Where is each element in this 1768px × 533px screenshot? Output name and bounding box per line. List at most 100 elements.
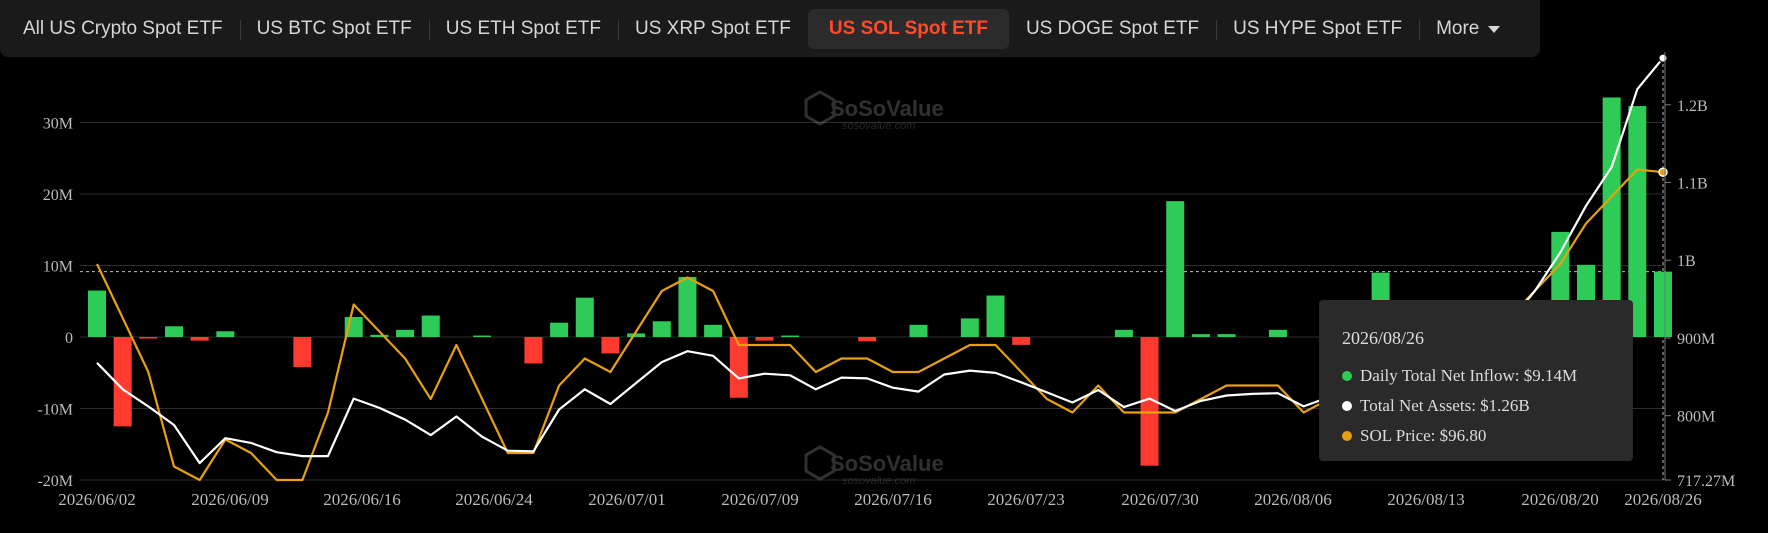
inflow-bar (1602, 97, 1621, 337)
etf-tab-bar: All US Crypto Spot ETF US BTC Spot ETF U… (0, 0, 1540, 57)
tooltip-inflow: Daily Total Net Inflow: $9.14M (1360, 366, 1578, 385)
chart-tooltip: 2026/08/26 Daily Total Net Inflow: $9.14… (1319, 300, 1633, 461)
inflow-bar (652, 321, 671, 337)
y-left-tick-label: 0 (65, 330, 73, 347)
inflow-bar (396, 329, 415, 337)
y-right-tick-label: 900M (1677, 331, 1715, 348)
tab-us-xrp[interactable]: US XRP Spot ETF (618, 9, 808, 49)
inflow-bar (421, 315, 440, 337)
y-right-tick-label: 1.1B (1677, 176, 1708, 193)
inflow-bar (1012, 337, 1031, 345)
inflow-bar (1191, 334, 1210, 337)
inflow-bar (704, 324, 723, 337)
tab-label: US HYPE Spot ETF (1233, 17, 1403, 39)
inflow-bar (729, 337, 748, 398)
watermark-brand: SoSoValue (830, 451, 944, 476)
tab-label: US SOL Spot ETF (828, 17, 988, 39)
inflow-bar (1217, 334, 1236, 337)
inflow-bar (627, 333, 646, 337)
y-right-tick-label: 717.27M (1677, 473, 1735, 490)
inflow-bar (1166, 201, 1185, 337)
x-tick-label: 2026/06/09 (191, 490, 268, 509)
assets-dot-icon (1342, 401, 1352, 411)
inflow-bar (575, 297, 594, 337)
inflow-bar (755, 337, 774, 341)
sosovalue-logo-icon (804, 445, 836, 481)
tab-label: All US Crypto Spot ETF (23, 17, 223, 39)
inflow-bar (370, 334, 389, 337)
x-tick-label: 2026/06/24 (455, 490, 533, 509)
tooltip-price-row: SOL Price: $96.80 (1342, 426, 1486, 446)
y-right-tick-label: 800M (1677, 409, 1715, 426)
inflow-dot-icon (1342, 371, 1352, 381)
watermark-url: sosovalue.com (842, 475, 915, 487)
x-tick-label: 2026/08/06 (1254, 490, 1331, 509)
y-left-tick-label: 30M (43, 116, 73, 133)
x-tick-label: 2026/07/16 (854, 490, 931, 509)
inflow-bar (1654, 271, 1672, 337)
x-tick-label: 2026/07/09 (721, 490, 798, 509)
inflow-bar (1114, 329, 1133, 337)
inflow-bar (113, 337, 132, 427)
tab-us-sol[interactable]: US SOL Spot ETF (807, 8, 1009, 49)
inflow-bar (165, 326, 184, 337)
tab-label: US DOGE Spot ETF (1025, 17, 1200, 39)
sosovalue-logo-icon (804, 90, 836, 126)
y-left-tick-label: -20M (37, 473, 73, 490)
inflow-bar (909, 324, 928, 337)
tab-label: US ETH Spot ETF (445, 17, 601, 39)
price-dot-icon (1342, 431, 1352, 441)
inflow-bar (139, 337, 158, 339)
watermark-brand: SoSoValue (830, 96, 944, 121)
inflow-bar (524, 337, 543, 364)
x-tick-label: 2026/08/20 (1521, 490, 1598, 509)
inflow-bar (1140, 337, 1159, 466)
y-right-tick-label: 1B (1677, 253, 1696, 270)
x-tick-label: 2026/07/23 (987, 490, 1064, 509)
inflow-bar (473, 335, 492, 338)
inflow-bar (293, 337, 312, 368)
more-label: More (1436, 17, 1480, 39)
net-assets-marker (1658, 53, 1668, 63)
sol-price-marker (1658, 167, 1668, 177)
tab-label: US BTC Spot ETF (256, 17, 412, 39)
y-right-tick-label: 1.2B (1677, 98, 1708, 115)
tab-us-eth[interactable]: US ETH Spot ETF (429, 9, 620, 49)
watermark-url: sosovalue.com (842, 120, 915, 132)
x-tick-label: 2026/06/16 (323, 490, 400, 509)
inflow-bar (88, 290, 106, 337)
x-tick-label: 2026/07/30 (1121, 490, 1198, 509)
tooltip-assets-row: Total Net Assets: $1.26B (1342, 396, 1530, 416)
more-dropdown[interactable]: More (1419, 9, 1517, 49)
inflow-bar (550, 322, 569, 337)
y-left-tick-label: -10M (37, 402, 73, 419)
tooltip-assets: Total Net Assets: $1.26B (1360, 396, 1530, 415)
x-tick-label: 2026/06/02 (58, 490, 135, 509)
chevron-down-icon (1488, 26, 1501, 33)
inflow-bar (858, 337, 877, 342)
inflow-bar (1628, 106, 1647, 338)
y-left-tick-label: 10M (43, 259, 73, 276)
inflow-bar (216, 331, 235, 337)
tooltip-price: SOL Price: $96.80 (1360, 426, 1487, 445)
inflow-bar (960, 318, 979, 337)
tooltip-date: 2026/08/26 (1342, 328, 1425, 348)
x-tick-label: 2026/07/01 (588, 490, 665, 509)
inflow-bar (601, 337, 620, 354)
x-tick-label: 2026/08/26 (1624, 490, 1701, 509)
inflow-bar (678, 276, 697, 337)
tab-us-doge[interactable]: US DOGE Spot ETF (1009, 9, 1218, 49)
y-left-tick-label: 20M (43, 187, 73, 204)
inflow-bar (1268, 329, 1287, 337)
tooltip-inflow-row: Daily Total Net Inflow: $9.14M (1342, 366, 1577, 386)
tab-us-hype[interactable]: US HYPE Spot ETF (1216, 9, 1421, 49)
tab-all-us-crypto[interactable]: All US Crypto Spot ETF (6, 9, 241, 49)
inflow-bar (986, 295, 1005, 337)
inflow-bar (190, 337, 209, 341)
x-tick-label: 2026/08/13 (1387, 490, 1464, 509)
tab-us-btc[interactable]: US BTC Spot ETF (240, 9, 430, 49)
inflow-bar (781, 335, 800, 338)
